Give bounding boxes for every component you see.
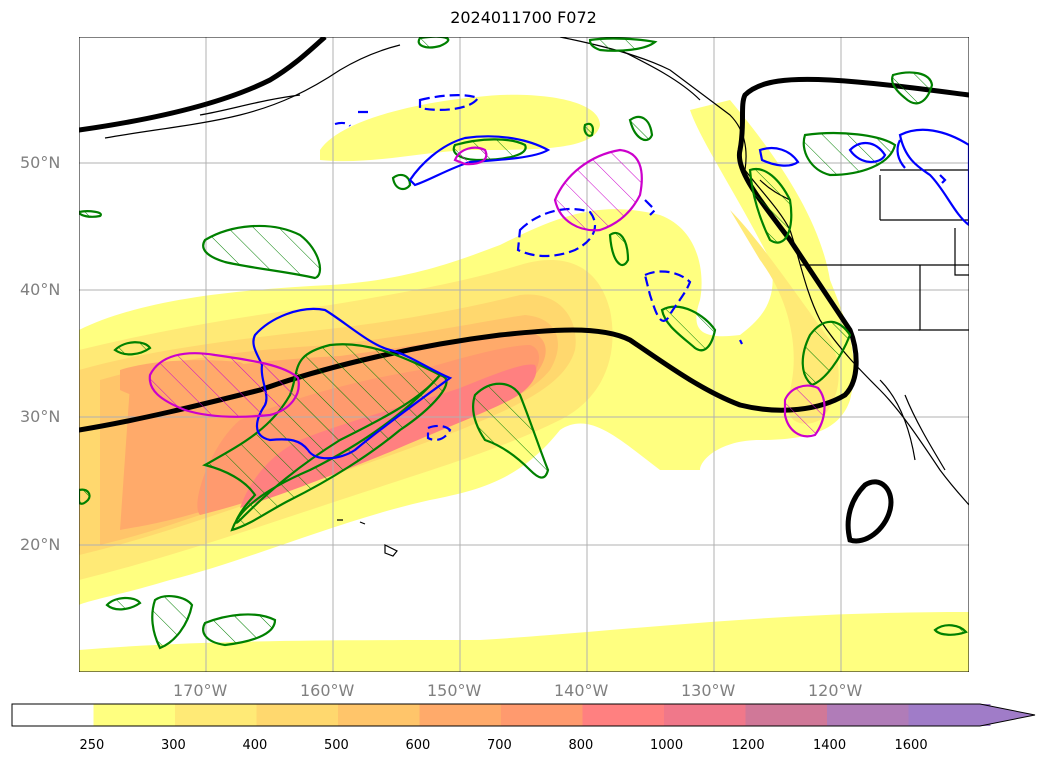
longitude-label: 150°W <box>427 681 482 700</box>
map-plot-area <box>79 37 969 672</box>
colorbar-segment <box>12 704 94 726</box>
colorbar-tick-label: 800 <box>568 738 594 753</box>
latitude-label: 50°N <box>20 153 61 172</box>
colorbar-segment <box>501 704 583 726</box>
colorbar-tick-label: 1000 <box>650 738 684 753</box>
colorbar-tick-label: 500 <box>324 738 349 753</box>
colorbar-segment <box>582 704 665 726</box>
latitude-label: 30°N <box>20 407 61 426</box>
blue-contours <box>252 128 969 460</box>
colorbar-segment <box>664 704 746 726</box>
colorbar-tick-label: 700 <box>487 738 512 753</box>
colorbar-tick-label: 300 <box>161 738 186 753</box>
latitude-label: 40°N <box>20 280 61 299</box>
longitude-label: 160°W <box>300 681 355 700</box>
colorbar-tick-label: 600 <box>405 738 431 753</box>
colorbar <box>11 703 1036 727</box>
longitude-label: 130°W <box>681 681 736 700</box>
blue-dashed-contours <box>334 94 692 441</box>
colorbar-extend-arrow <box>908 704 1035 726</box>
longitude-label: 140°W <box>554 681 609 700</box>
longitude-label: 120°W <box>808 681 863 700</box>
colorbar-segment <box>175 704 257 726</box>
map-title: 2024011700 F072 <box>450 8 597 27</box>
colorbar-segment <box>256 704 339 726</box>
colorbar-tick-label: 1200 <box>731 738 765 753</box>
latitude-label: 20°N <box>20 535 61 554</box>
colorbar-segment <box>745 704 828 726</box>
colorbar-segment <box>419 704 502 726</box>
colorbar-outline <box>11 703 1036 727</box>
colorbar-segment <box>827 704 909 726</box>
colorbar-tick-label: 400 <box>242 738 268 753</box>
colorbar-segment <box>338 704 420 726</box>
magenta-contours <box>148 146 826 438</box>
colorbar-tick-label: 250 <box>79 738 105 753</box>
colorbar-segment <box>93 704 176 726</box>
colorbar-tick-label: 1600 <box>894 738 928 753</box>
colorbar-tick-label: 1400 <box>813 738 847 753</box>
green-hatched-contours <box>79 37 968 650</box>
longitude-label: 170°W <box>173 681 228 700</box>
